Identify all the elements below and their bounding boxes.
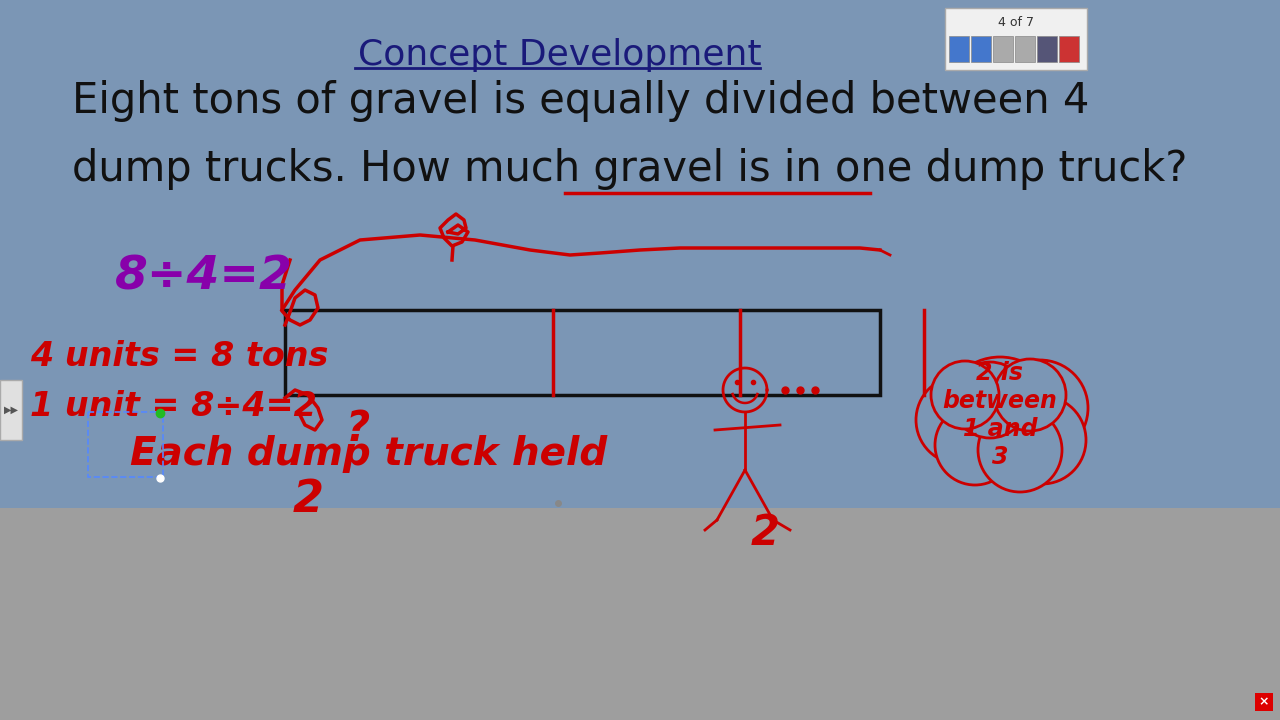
Text: 2: 2 (750, 512, 780, 554)
Text: ?: ? (346, 408, 370, 450)
Text: 4 of 7: 4 of 7 (998, 16, 1034, 29)
Circle shape (942, 357, 1059, 473)
Bar (1015, 36, 1036, 62)
Text: Concept Development: Concept Development (358, 38, 762, 72)
Bar (948, 36, 969, 62)
Circle shape (916, 376, 1004, 464)
Text: 2: 2 (293, 478, 324, 521)
Bar (88, 412, 163, 477)
Text: Eight tons of gravel is equally divided between 4: Eight tons of gravel is equally divided … (72, 80, 1089, 122)
Bar (1254, 693, 1274, 711)
Circle shape (992, 360, 1088, 456)
Circle shape (978, 408, 1062, 492)
Bar (1059, 36, 1079, 62)
Bar (285, 310, 881, 395)
Text: dump trucks. How much gravel is in one dump truck?: dump trucks. How much gravel is in one d… (72, 148, 1188, 190)
Bar (0, 380, 22, 440)
Circle shape (952, 362, 1028, 438)
Text: 1 unit = 8÷4=2: 1 unit = 8÷4=2 (29, 390, 317, 423)
Circle shape (931, 361, 998, 429)
Circle shape (995, 359, 1066, 431)
Bar (993, 36, 1012, 62)
Bar (945, 8, 1087, 70)
Text: ×: × (1258, 696, 1270, 708)
Circle shape (934, 405, 1015, 485)
Bar (972, 36, 991, 62)
Text: Each dump truck held: Each dump truck held (131, 435, 607, 473)
Text: ▶▶: ▶▶ (4, 405, 18, 415)
Bar (0, 0, 1280, 508)
Text: 4 units = 8 tons: 4 units = 8 tons (29, 340, 329, 373)
Text: 2 is
between
1 and
3: 2 is between 1 and 3 (942, 361, 1057, 469)
Bar (0, 508, 1280, 720)
Bar (1037, 36, 1057, 62)
Circle shape (998, 396, 1085, 484)
Text: 8÷4=2: 8÷4=2 (115, 255, 293, 300)
